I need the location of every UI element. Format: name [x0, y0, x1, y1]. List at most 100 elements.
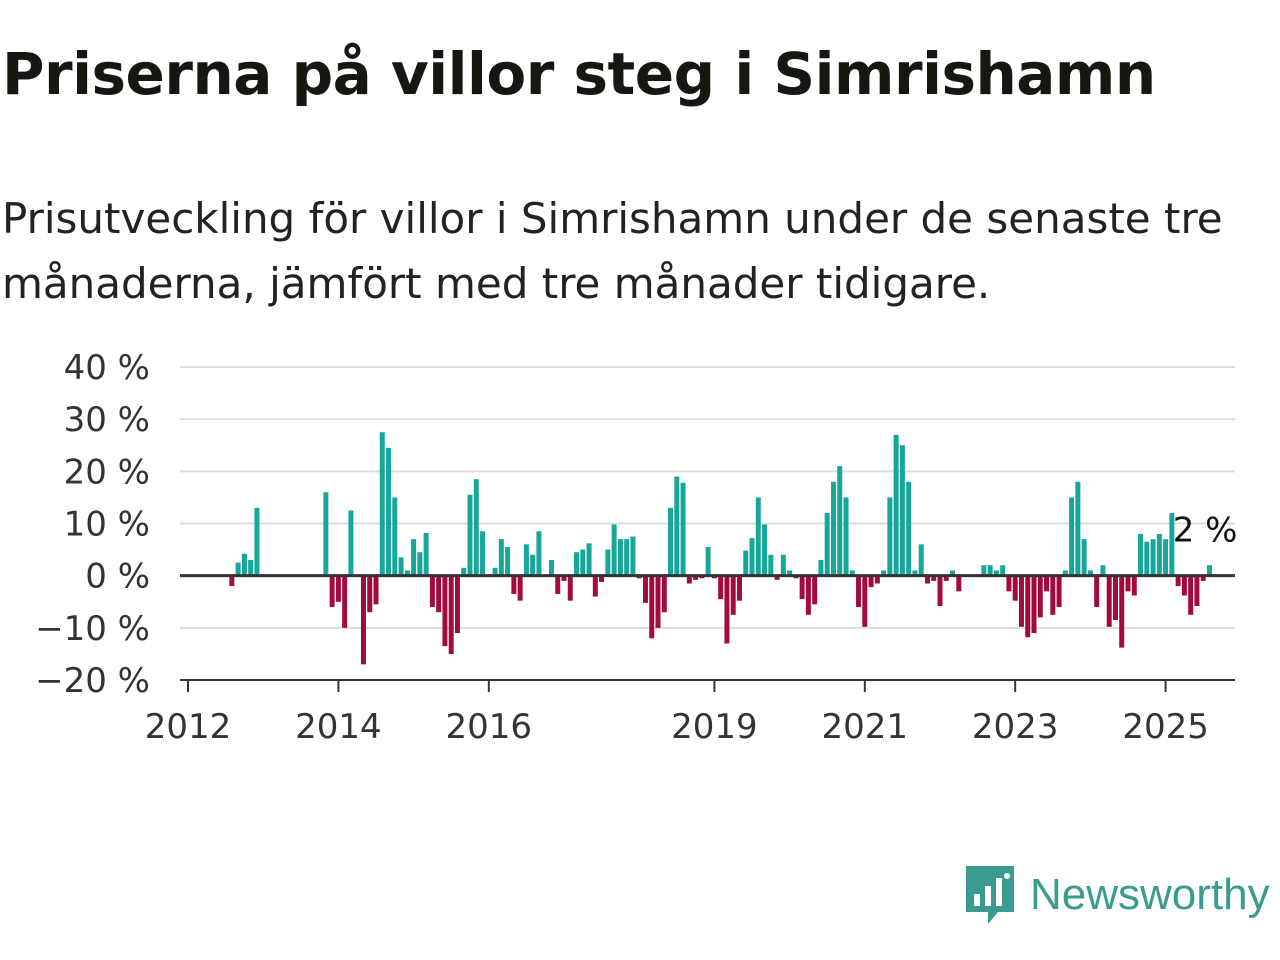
bar — [492, 567, 498, 576]
x-tick-label: 2014 — [295, 707, 382, 747]
bar — [787, 570, 793, 576]
newsworthy-logo-icon — [966, 866, 1014, 924]
bar — [1000, 565, 1006, 576]
bar — [1169, 513, 1175, 576]
bar — [661, 575, 667, 613]
bar — [1031, 575, 1037, 634]
bar — [373, 575, 379, 605]
y-tick-label: 40 % — [64, 348, 150, 388]
bar — [411, 539, 417, 576]
bar — [423, 532, 429, 576]
bar — [229, 575, 235, 587]
bar — [830, 481, 836, 576]
bar — [724, 575, 730, 644]
bar — [1100, 565, 1106, 576]
bar — [818, 560, 824, 576]
bar — [1175, 575, 1181, 587]
bar — [467, 494, 473, 576]
bar — [567, 575, 573, 601]
bar — [918, 544, 924, 576]
bar — [768, 554, 774, 576]
bar — [899, 445, 905, 576]
bar — [1012, 575, 1018, 601]
bar — [329, 575, 335, 607]
bar — [680, 482, 686, 576]
bar — [599, 575, 605, 582]
bar — [235, 562, 241, 576]
bar — [937, 575, 943, 606]
bar — [755, 497, 761, 576]
y-tick-label: 30 % — [64, 400, 150, 440]
bar — [887, 497, 893, 576]
chart-subtitle: Prisutveckling för villor i Simrishamn u… — [2, 194, 1223, 308]
bar — [868, 575, 874, 588]
bar — [348, 510, 354, 576]
bar — [736, 575, 742, 601]
bar — [1150, 539, 1156, 576]
bar — [686, 575, 692, 584]
bar — [498, 539, 504, 576]
bar — [1125, 575, 1131, 592]
bar — [1006, 575, 1012, 592]
bar — [893, 434, 899, 576]
bar — [655, 575, 661, 628]
bar — [1156, 533, 1162, 576]
bar — [254, 507, 260, 576]
newsworthy-logo[interactable]: Newsworthy — [964, 864, 1270, 926]
bar — [743, 550, 749, 576]
bar — [943, 575, 949, 581]
brand-name: Newsworthy — [1030, 870, 1270, 919]
bar — [812, 575, 818, 605]
bar — [523, 544, 529, 576]
bar — [248, 560, 254, 576]
x-tick-label: 2012 — [145, 707, 232, 747]
bar — [718, 575, 724, 600]
bars — [229, 432, 1212, 665]
bar — [517, 575, 523, 601]
bar — [448, 575, 454, 654]
bar — [1018, 575, 1024, 627]
bar — [1050, 575, 1056, 615]
bar — [617, 539, 623, 576]
bar — [592, 575, 598, 597]
latest-value-label: 2 % — [1173, 511, 1238, 551]
bar — [511, 575, 517, 594]
bar — [1163, 539, 1169, 576]
bar — [379, 432, 385, 576]
bar — [574, 552, 580, 576]
bar — [323, 492, 329, 576]
bar — [1200, 575, 1206, 581]
y-tick-label: 0 % — [85, 557, 150, 597]
bar — [730, 575, 736, 615]
bar — [580, 549, 586, 576]
bar — [1181, 575, 1187, 596]
bar — [335, 575, 341, 602]
bar — [1119, 575, 1125, 648]
bar — [530, 554, 536, 576]
bar — [624, 539, 630, 576]
bar — [1069, 497, 1075, 576]
bar — [1138, 533, 1144, 576]
bar — [950, 570, 956, 576]
bar — [674, 476, 680, 576]
chart-title: Priserna på villor steg i Simrishamn — [2, 40, 1156, 108]
bar — [649, 575, 655, 639]
y-tick-label: −10 % — [35, 609, 150, 649]
x-tick-label: 2021 — [822, 707, 909, 747]
bar — [586, 543, 592, 576]
bar — [404, 570, 410, 576]
bar — [1106, 575, 1112, 627]
axes — [180, 574, 1235, 692]
bar — [1037, 575, 1043, 618]
bar — [454, 575, 460, 634]
y-axis-labels: 40 % 30 % 20 % 10 % 0 % −10 % −20 % — [35, 348, 150, 701]
bar — [1144, 541, 1150, 576]
y-tick-label: 20 % — [64, 452, 150, 492]
bar — [780, 554, 786, 576]
bar — [881, 570, 887, 576]
bar — [480, 531, 486, 576]
x-axis-labels: 2012 2014 2016 2019 2021 2023 2025 — [145, 707, 1209, 747]
bar — [874, 575, 880, 584]
bar — [1112, 575, 1118, 621]
bar — [956, 575, 962, 592]
